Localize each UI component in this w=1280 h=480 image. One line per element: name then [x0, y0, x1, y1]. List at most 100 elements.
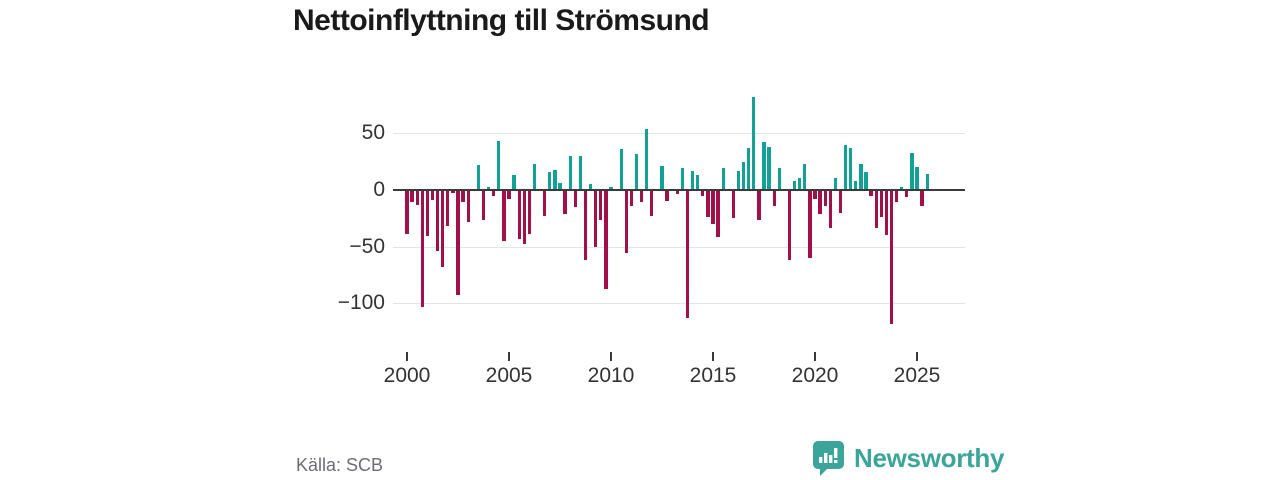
bar — [818, 191, 822, 214]
x-axis-tick-label: 2010 — [587, 364, 635, 387]
y-axis-tick-label: −50 — [349, 234, 385, 258]
bar — [736, 170, 741, 190]
bar — [558, 183, 562, 190]
zero-baseline — [393, 189, 965, 191]
bar — [910, 152, 914, 190]
x-axis-tick — [814, 352, 816, 361]
bar — [696, 175, 700, 190]
gridline — [393, 303, 965, 305]
bar — [869, 191, 873, 196]
bar — [849, 148, 853, 190]
bar — [604, 191, 608, 289]
bar — [741, 161, 746, 190]
bar — [915, 167, 919, 190]
bar — [792, 180, 797, 190]
bar — [594, 191, 598, 247]
bar — [645, 128, 649, 190]
bar — [634, 153, 639, 190]
bar — [588, 184, 593, 190]
bar — [486, 186, 491, 190]
bar — [787, 191, 792, 261]
x-axis-tick-label: 2000 — [383, 364, 431, 387]
x-axis-tick-label: 2020 — [791, 364, 839, 387]
bar — [415, 191, 419, 205]
bar — [599, 191, 603, 221]
source-note: Källa: SCB — [296, 455, 384, 475]
x-axis-tick-label: 2015 — [689, 364, 737, 387]
bar — [772, 191, 776, 206]
bar — [854, 180, 858, 190]
bar — [757, 191, 761, 221]
bar — [583, 191, 588, 261]
bar — [813, 191, 817, 199]
bar — [553, 169, 557, 190]
bar — [808, 191, 812, 258]
bar — [874, 191, 878, 229]
chart-title: Nettoinflyttning till Strömsund — [293, 4, 710, 37]
bar — [639, 191, 644, 203]
bar — [706, 191, 710, 218]
bar — [624, 191, 628, 254]
gridline — [393, 133, 965, 135]
bar — [731, 191, 736, 219]
bar — [905, 191, 909, 197]
bar — [568, 155, 572, 190]
bar — [925, 174, 929, 190]
bar — [609, 186, 613, 190]
bar — [690, 170, 695, 190]
bar — [563, 191, 567, 214]
bar — [430, 191, 435, 201]
bar — [701, 191, 705, 196]
bar — [711, 191, 715, 224]
bar — [920, 191, 924, 206]
x-axis-tick-label: 2025 — [893, 364, 941, 387]
brand-name: Newsworthy — [854, 442, 1005, 473]
x-axis-tick — [508, 352, 510, 361]
bar — [532, 163, 537, 190]
bar — [823, 191, 827, 206]
bar — [762, 142, 766, 190]
bar — [481, 191, 486, 221]
x-axis-tick — [406, 352, 408, 361]
bar — [405, 191, 409, 235]
bar — [900, 186, 904, 190]
bar — [441, 191, 445, 267]
bar — [665, 191, 669, 202]
bar — [410, 191, 414, 203]
bar — [752, 97, 756, 190]
bar — [527, 191, 532, 235]
bar — [777, 168, 781, 190]
bar — [894, 191, 899, 203]
bar — [864, 171, 868, 190]
bar — [884, 191, 889, 236]
y-axis-tick-label: −100 — [337, 291, 385, 315]
bar — [798, 177, 802, 190]
bar — [619, 149, 623, 190]
bar — [889, 191, 894, 324]
bar — [747, 148, 751, 190]
bar — [451, 191, 455, 194]
bar — [522, 191, 526, 245]
bar — [517, 191, 521, 239]
bar — [573, 191, 577, 207]
bar — [476, 165, 481, 190]
bar — [767, 146, 771, 190]
bar — [512, 175, 516, 190]
bar — [721, 168, 725, 190]
bar — [716, 191, 720, 238]
bar — [466, 191, 470, 222]
x-axis-tick-label: 2005 — [485, 364, 533, 387]
x-axis-tick — [712, 352, 714, 361]
bar — [456, 191, 460, 296]
bar — [838, 191, 843, 213]
bar — [435, 191, 440, 252]
bar — [828, 191, 832, 229]
bar — [685, 191, 690, 318]
bar — [660, 166, 664, 190]
bar — [420, 191, 424, 307]
bar — [859, 163, 863, 190]
bar — [680, 168, 685, 190]
bar — [461, 191, 465, 203]
bar — [629, 191, 634, 206]
brand-logo: Newsworthy — [812, 440, 1004, 476]
